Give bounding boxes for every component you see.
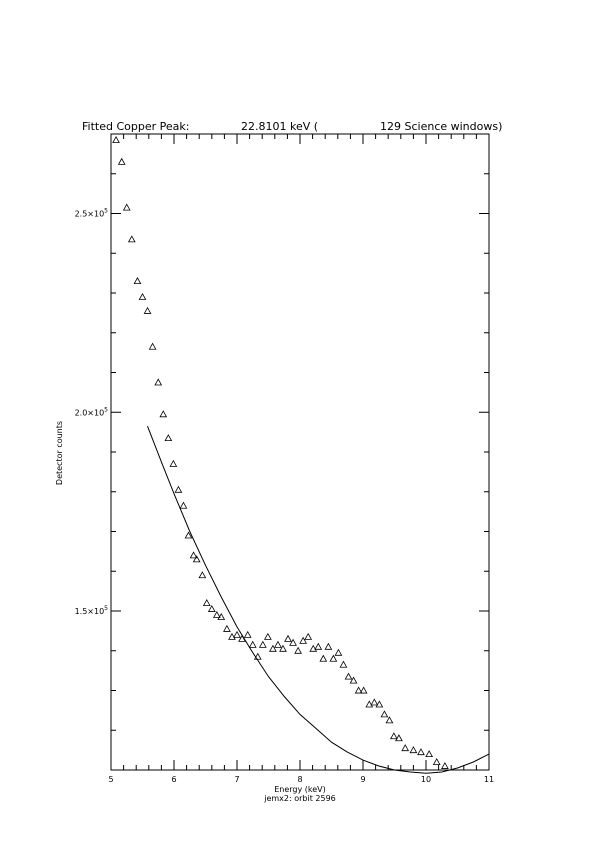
data-point	[389, 732, 398, 740]
data-point	[289, 638, 297, 646]
x-tick-labels: 5 6 7 8 9 10 11	[108, 775, 494, 784]
data-point	[299, 636, 308, 644]
data-point	[238, 634, 246, 642]
data-point	[133, 277, 142, 285]
fit-curve	[147, 426, 490, 774]
data-point	[441, 762, 449, 769]
data-point	[248, 640, 257, 648]
data-point	[309, 644, 318, 652]
plot-frame	[110, 133, 490, 771]
data-point	[138, 292, 147, 300]
data-point	[233, 630, 241, 638]
data-point	[269, 644, 277, 652]
y-axis-label: Detector counts	[55, 421, 64, 485]
data-point	[122, 203, 131, 211]
data-point	[409, 746, 418, 754]
data-point	[344, 672, 353, 680]
data-point	[401, 744, 410, 752]
data-point	[370, 698, 379, 706]
chart-title-suffix: 129 Science windows)	[380, 120, 502, 133]
data-point	[207, 604, 216, 612]
x-tick-label: 11	[484, 775, 494, 784]
chart-title-value: 22.8101 keV (	[241, 120, 318, 133]
chart-caption: jemx2: orbit 2596	[263, 794, 336, 803]
y-tick-labels: 1.5×105 2.0×105 2.5×105	[75, 208, 109, 617]
data-point	[159, 410, 168, 418]
data-point	[319, 654, 328, 662]
data-point	[365, 700, 374, 708]
data-points	[112, 135, 449, 769]
data-point	[432, 758, 441, 766]
data-point	[375, 700, 384, 708]
data-point	[179, 501, 188, 509]
data-point	[154, 378, 163, 386]
data-point	[359, 686, 368, 694]
data-point	[279, 644, 287, 652]
x-tick-label: 5	[108, 775, 113, 784]
data-point	[169, 459, 178, 467]
x-axis-label: Energy (keV)	[274, 785, 326, 794]
data-point	[339, 660, 348, 668]
data-point	[217, 612, 226, 620]
data-point	[198, 571, 207, 579]
data-point	[127, 235, 136, 243]
x-tick-label: 9	[360, 775, 365, 784]
data-point	[184, 531, 193, 539]
data-point	[223, 624, 231, 632]
data-point	[385, 716, 394, 724]
data-point	[174, 485, 183, 493]
data-point	[212, 610, 221, 618]
data-point	[112, 135, 120, 143]
data-point	[202, 599, 211, 607]
data-point	[354, 686, 363, 694]
data-point	[417, 748, 425, 756]
y-tick-label: 1.5×105	[75, 605, 109, 616]
x-tick-label: 8	[297, 775, 302, 784]
data-point	[329, 654, 338, 662]
y-tick-label: 2.0×105	[75, 406, 109, 417]
y-tick-label: 2.5×105	[75, 208, 109, 219]
data-point	[143, 306, 152, 314]
data-point	[294, 646, 302, 654]
x-tick-label: 6	[171, 775, 176, 784]
data-point	[253, 652, 262, 660]
x-tick-label: 10	[421, 775, 431, 784]
data-point	[258, 640, 267, 648]
data-point	[263, 632, 272, 640]
data-point	[243, 630, 252, 638]
data-point	[164, 434, 173, 442]
data-point	[228, 632, 236, 640]
data-point	[189, 551, 198, 559]
data-point	[349, 676, 358, 684]
data-point	[324, 642, 333, 650]
data-point	[284, 634, 292, 642]
x-tick-label: 7	[234, 775, 239, 784]
data-point	[274, 640, 282, 648]
data-point	[334, 648, 343, 656]
axis-ticks	[110, 133, 490, 771]
data-point	[380, 710, 389, 718]
data-point	[148, 342, 157, 350]
data-point	[304, 632, 313, 640]
data-point	[192, 555, 201, 563]
data-point	[314, 642, 323, 650]
data-point	[117, 157, 126, 165]
chart-title-prefix: Fitted Copper Peak:	[82, 120, 189, 133]
data-point	[395, 734, 403, 742]
data-point	[425, 750, 434, 758]
